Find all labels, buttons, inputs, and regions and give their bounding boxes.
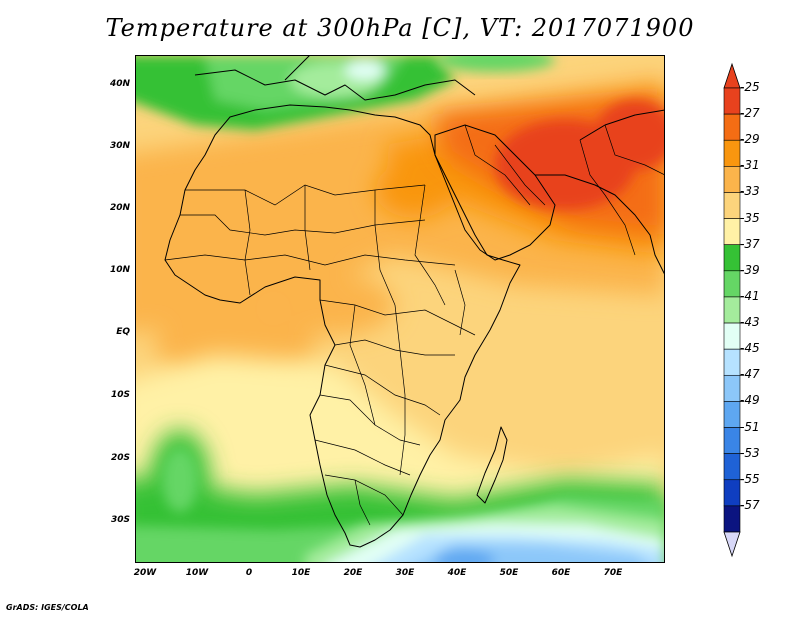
lat-label-10s: 10S [110,390,130,400]
arabia-coastline [434,124,556,261]
grads-credit: GrADS: IGES/COLA [6,603,89,612]
border-10 [324,364,441,416]
asia-north-border [579,109,665,141]
field-blue-south [305,505,665,563]
colorbar-label-7: -39 [740,262,760,277]
border-8 [319,299,476,336]
italy-coastline [284,55,311,81]
lat-label-20n: 20N [109,203,130,213]
lat-label-30n: 30N [109,141,130,151]
colorbar-label-8: -41 [740,288,760,303]
lon-label-10w: 10W [185,568,209,578]
colorbar-label-14: -53 [740,445,760,460]
border-21 [604,124,665,176]
colorbar-label-3: -31 [740,158,760,173]
border-15 [394,304,406,476]
madagascar-coastline [476,426,508,504]
lon-label-50e: 50E [499,568,519,578]
lon-label-70e: 70E [603,568,623,578]
colorbar-label-12: -49 [740,393,760,408]
colorbar-label-6: -37 [740,236,760,251]
colorbar-swatch-15 [723,479,741,507]
colorbar-swatch-10 [723,348,741,376]
colorbar-swatch-1 [723,113,741,141]
colorbar-label-9: -43 [740,315,760,330]
lon-label-30e: 30E [395,568,415,578]
border-9 [334,339,455,356]
border-19 [464,124,531,206]
border-16 [454,269,466,336]
colorbar-label-13: -51 [740,419,760,434]
border-4 [244,189,251,296]
colorbar-label-10: -45 [740,341,760,356]
country-borders [164,124,665,526]
border-18 [494,144,546,206]
asia-coastline [535,174,665,276]
colorbar-label-16: -57 [740,497,760,512]
temperature-field [135,55,665,563]
colorbar-label-4: -33 [740,184,760,199]
border-13 [324,474,404,516]
africa-coastline [164,104,521,548]
colorbar-swatch-8 [723,296,741,324]
lat-label-30s: 30S [110,515,130,525]
colorbar-swatch-0 [723,87,741,115]
lat-label-40n: 40N [109,79,130,89]
lon-label-0: 0 [245,568,253,578]
lat-label-10n: 10N [109,265,130,275]
map-frame [135,55,665,563]
colorbar-label-5: -35 [740,210,760,225]
lon-label-20w: 20W [133,568,157,578]
colorbar-swatch-5 [723,218,741,246]
colorbar-swatch-4 [723,192,741,219]
temperature-map [135,55,665,563]
colorbar-swatch-13 [723,427,741,454]
lat-label-20s: 20S [110,453,130,463]
colorbar-label-0: -25 [740,80,760,94]
colorbar-swatch-11 [723,374,741,402]
border-5 [304,185,311,271]
colorbar-swatch-6 [723,244,741,272]
colorbar-swatch-3 [723,166,741,193]
colorbar-label-1: -27 [740,106,760,121]
colorbar-swatch-16 [723,505,741,533]
border-6 [374,190,396,306]
colorbar-top-arrow [723,62,741,89]
colorbar-swatch-9 [723,322,741,350]
map-panel [135,55,665,563]
colorbar-swatch-2 [723,139,741,167]
border-2 [180,214,426,236]
colorbar-label-11: -47 [740,367,760,382]
lon-label-40e: 40E [447,568,467,578]
border-12 [314,439,411,476]
colorbar-label-2: -29 [740,132,760,147]
colorbar-label-15: -55 [740,471,760,486]
colorbar-bottom-arrow [723,531,741,558]
lat-label-eq: EQ [116,327,130,337]
colorbar-swatch-7 [723,270,741,298]
colorbar-swatch-14 [723,453,741,481]
lon-label-10e: 10E [291,568,311,578]
border-3 [164,254,456,266]
border-20 [579,139,636,256]
lon-label-20e: 20E [343,568,363,578]
border-17 [354,479,371,526]
border-14 [349,304,376,426]
lon-label-60e: 60E [551,568,571,578]
map-title: Temperature at 300hPa [C], VT: 201707190… [105,14,695,42]
colorbar-swatch-12 [723,401,741,428]
coastlines [164,55,665,548]
field-green-northeast [435,55,555,72]
europe-coastline [194,69,476,101]
border-7 [414,184,446,306]
colorbar [723,62,744,558]
